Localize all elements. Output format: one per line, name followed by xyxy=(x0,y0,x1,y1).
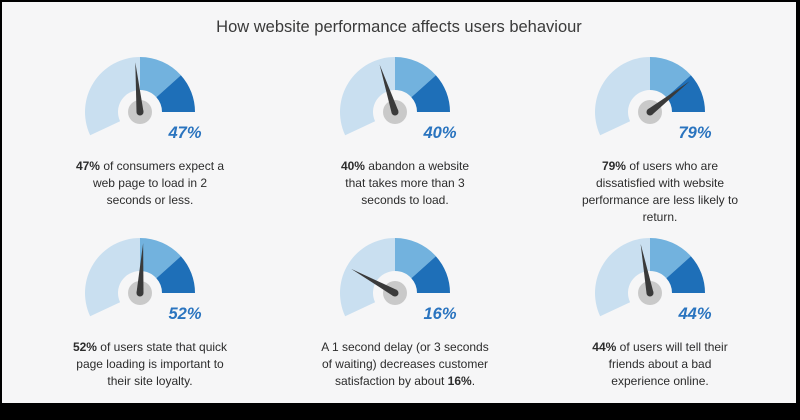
caption-highlight: 16% xyxy=(447,374,472,388)
gauge-percent: 16% xyxy=(423,305,457,323)
gauge-arc-dark xyxy=(411,75,450,112)
gauge-caption: 79% of users who are dissatisfied with w… xyxy=(573,158,748,226)
caption-text: of users will tell their friends about a… xyxy=(608,340,728,388)
gauge-arc-mid xyxy=(140,238,181,279)
gauge-needle xyxy=(135,62,144,113)
gauge-dial xyxy=(85,57,195,136)
caption-highlight: 47% xyxy=(75,159,100,173)
gauge-percent: 40% xyxy=(423,124,457,142)
gauge-dial xyxy=(595,57,705,136)
gauge-arc-mid xyxy=(140,57,181,98)
gauge-dial xyxy=(340,57,450,136)
gauge-arc-light xyxy=(340,57,395,136)
gauge-needle-pivot xyxy=(646,289,654,297)
gauge-arc-dark xyxy=(156,256,195,293)
gauge-caption: 40% abandon a website that takes more th… xyxy=(330,158,480,209)
gauge-caption: A 1 second delay (or 3 seconds of waitin… xyxy=(320,339,490,390)
gauge-arc-light xyxy=(595,238,650,317)
gauge-arc-mid xyxy=(395,57,436,98)
caption-text: . xyxy=(471,374,476,388)
gauge-card-2: 40% 40% abandon a website that takes mor… xyxy=(295,54,547,239)
gauge-percent: 44% xyxy=(678,305,712,323)
caption-text: of consumers expect a web page to load i… xyxy=(92,159,225,207)
page-title: How website performance affects users be… xyxy=(216,18,582,36)
gauge-needle-pivot xyxy=(391,108,399,116)
gauge-card-1: 47% 47% of consumers expect a web page t… xyxy=(40,54,292,239)
gauge-arc-dark xyxy=(411,256,450,293)
gauge-arc-mid xyxy=(395,238,436,279)
gauge-dial xyxy=(85,238,195,317)
gauge-dial xyxy=(340,238,450,317)
caption-text: abandon a website that takes more than 3… xyxy=(345,159,470,207)
gauge-arc-dark xyxy=(156,75,195,112)
gauge-arc-mid xyxy=(650,238,691,279)
gauge-card-6: 44% 44% of users will tell their friends… xyxy=(550,235,800,420)
gauge-needle xyxy=(351,268,397,297)
caption-highlight: 44% xyxy=(592,340,617,354)
caption-highlight: 52% xyxy=(72,340,97,354)
gauge-arc-light xyxy=(85,238,140,317)
gauge-card-3: 79% 79% of users who are dissatisfied wi… xyxy=(550,54,800,239)
caption-highlight: 79% xyxy=(601,159,626,173)
gauge-caption: 47% of consumers expect a web page to lo… xyxy=(75,158,225,209)
gauge-card-4: 52% 52% of users state that quick page l… xyxy=(40,235,292,420)
gauge-arc-light xyxy=(595,57,650,136)
gauge-percent: 47% xyxy=(168,124,202,142)
gauge-needle xyxy=(647,81,690,115)
gauge-arc-light xyxy=(85,57,140,136)
gauge-caption: 52% of users state that quick page loadi… xyxy=(70,339,230,390)
gauge-arc-dark xyxy=(666,75,705,112)
caption-highlight: 40% xyxy=(340,159,365,173)
gauge-arc-dark xyxy=(666,256,705,293)
gauge-needle-pivot xyxy=(646,108,654,116)
gauge-percent: 52% xyxy=(168,305,202,323)
gauge-caption: 44% of users will tell their friends abo… xyxy=(590,339,730,390)
gauge-needle xyxy=(379,64,399,114)
gauge-needle xyxy=(640,243,654,294)
caption-text: of users who are dissatisfied with websi… xyxy=(581,159,739,224)
gauge-needle-pivot xyxy=(136,108,144,116)
gauge-arc-mid xyxy=(650,57,691,98)
gauge-percent: 79% xyxy=(678,124,712,142)
gauge-card-5: 16% A 1 second delay (or 3 seconds of wa… xyxy=(295,235,547,420)
gauge-needle-pivot xyxy=(136,289,144,297)
gauge-needle xyxy=(136,243,144,294)
caption-text: A 1 second delay (or 3 seconds of waitin… xyxy=(321,340,489,388)
gauge-needle-pivot xyxy=(391,289,399,297)
gauge-dial xyxy=(595,238,705,317)
infographic-panel: How website performance affects users be… xyxy=(2,2,796,403)
caption-text: of users state that quick page loading i… xyxy=(76,340,228,388)
